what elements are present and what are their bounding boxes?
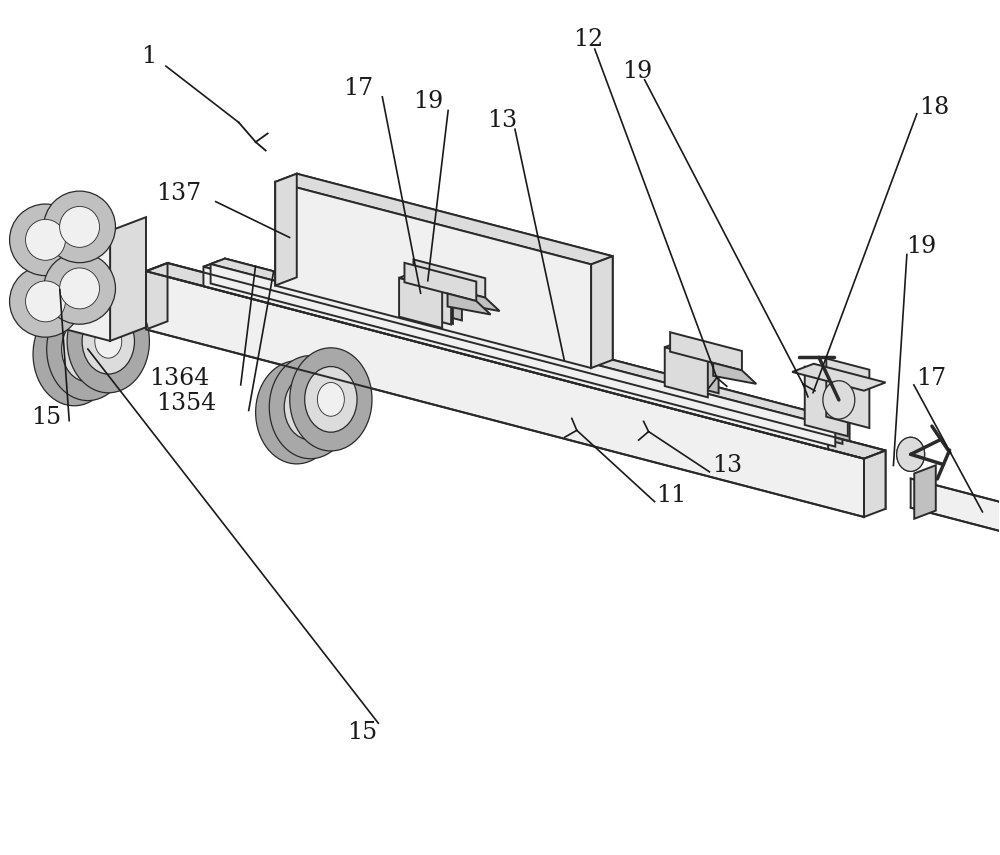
Polygon shape	[74, 199, 85, 297]
Ellipse shape	[67, 290, 149, 392]
Text: 19: 19	[622, 60, 653, 83]
Ellipse shape	[256, 361, 338, 464]
Ellipse shape	[74, 332, 101, 366]
Ellipse shape	[297, 390, 324, 424]
Polygon shape	[146, 263, 168, 329]
Polygon shape	[203, 267, 828, 450]
Ellipse shape	[26, 281, 65, 321]
Ellipse shape	[283, 396, 310, 429]
Polygon shape	[38, 212, 110, 341]
Ellipse shape	[48, 321, 100, 387]
Text: 1354: 1354	[156, 392, 216, 416]
Polygon shape	[275, 182, 591, 368]
Polygon shape	[410, 274, 453, 324]
Ellipse shape	[269, 356, 352, 459]
Polygon shape	[203, 262, 842, 430]
Ellipse shape	[10, 204, 81, 275]
Ellipse shape	[44, 252, 115, 324]
Polygon shape	[36, 213, 47, 311]
Ellipse shape	[33, 303, 115, 406]
Text: 19: 19	[906, 235, 936, 258]
Polygon shape	[275, 174, 297, 286]
Ellipse shape	[897, 437, 925, 471]
Ellipse shape	[60, 206, 100, 247]
Polygon shape	[408, 270, 462, 286]
Polygon shape	[457, 290, 500, 311]
Text: 15: 15	[347, 721, 377, 744]
Polygon shape	[399, 278, 442, 328]
Polygon shape	[670, 333, 742, 370]
Polygon shape	[665, 343, 719, 358]
Polygon shape	[805, 367, 848, 436]
Polygon shape	[203, 258, 850, 430]
Ellipse shape	[290, 348, 372, 451]
Polygon shape	[826, 358, 869, 428]
Text: 1: 1	[141, 45, 157, 68]
Ellipse shape	[62, 316, 114, 382]
Polygon shape	[413, 259, 485, 298]
Polygon shape	[110, 217, 146, 341]
Polygon shape	[914, 465, 936, 519]
Polygon shape	[448, 293, 491, 315]
Polygon shape	[211, 258, 850, 428]
Ellipse shape	[60, 268, 100, 309]
Polygon shape	[225, 258, 850, 441]
Polygon shape	[404, 262, 476, 301]
Polygon shape	[275, 174, 613, 264]
Ellipse shape	[26, 220, 65, 260]
Polygon shape	[792, 363, 886, 391]
Text: 11: 11	[656, 484, 687, 507]
Ellipse shape	[95, 324, 122, 358]
Text: 137: 137	[156, 181, 201, 204]
Ellipse shape	[82, 309, 134, 374]
Polygon shape	[676, 343, 719, 393]
Ellipse shape	[897, 437, 925, 471]
Text: 18: 18	[919, 97, 949, 120]
Ellipse shape	[284, 374, 337, 440]
Polygon shape	[408, 274, 451, 325]
Polygon shape	[591, 256, 613, 368]
Polygon shape	[911, 479, 1000, 540]
Polygon shape	[45, 217, 67, 304]
Polygon shape	[399, 274, 453, 289]
Polygon shape	[211, 264, 835, 446]
Polygon shape	[146, 263, 886, 458]
Ellipse shape	[317, 382, 344, 416]
Polygon shape	[864, 451, 886, 517]
Text: 1364: 1364	[149, 367, 209, 390]
Ellipse shape	[47, 298, 129, 401]
Text: 13: 13	[712, 454, 742, 477]
Polygon shape	[713, 363, 756, 384]
Polygon shape	[168, 263, 886, 509]
Ellipse shape	[823, 380, 855, 419]
Text: 17: 17	[343, 77, 373, 100]
Polygon shape	[419, 270, 462, 321]
Text: 17: 17	[916, 367, 946, 390]
Ellipse shape	[61, 338, 88, 371]
Ellipse shape	[271, 380, 323, 445]
Text: 12: 12	[573, 28, 603, 51]
Text: 13: 13	[487, 109, 517, 133]
Text: 15: 15	[31, 406, 61, 428]
Text: 19: 19	[413, 91, 443, 114]
Polygon shape	[665, 347, 708, 398]
Polygon shape	[218, 262, 842, 444]
Ellipse shape	[10, 266, 81, 337]
Polygon shape	[146, 271, 864, 517]
Polygon shape	[297, 174, 613, 360]
Ellipse shape	[305, 367, 357, 432]
Ellipse shape	[44, 192, 115, 262]
